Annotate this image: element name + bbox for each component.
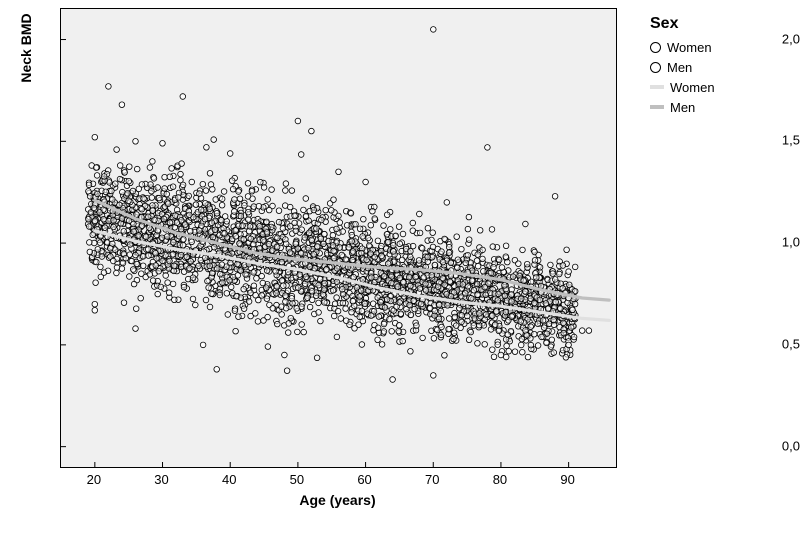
x-tick-label: 40 (222, 472, 236, 487)
outlier-point (160, 141, 166, 147)
outlier-point (579, 328, 585, 334)
y-tick-label: 1,0 (748, 235, 800, 250)
outlier-point (444, 200, 450, 206)
scatter-points (85, 137, 578, 374)
x-axis-label: Age (years) (60, 492, 615, 508)
outlier-point (180, 94, 186, 100)
plot-area (60, 8, 617, 468)
outlier-point (133, 326, 139, 332)
outlier-point (133, 139, 139, 145)
outlier-point (282, 352, 288, 358)
y-tick-label: 0,5 (748, 336, 800, 351)
outlier-point (227, 151, 233, 157)
legend-marker-line-icon (650, 105, 664, 109)
outlier-point (586, 328, 592, 334)
outlier-point (363, 179, 369, 185)
legend-title: Sex (650, 15, 715, 33)
legend-item-label: Women (667, 40, 712, 55)
outlier-point (200, 342, 206, 348)
outlier-point (431, 27, 437, 33)
outlier-point (106, 84, 112, 90)
legend-marker-line-icon (650, 85, 664, 89)
outlier-point (566, 269, 572, 275)
scatter-svg (61, 9, 616, 467)
legend-item-label: Women (670, 80, 715, 95)
legend: Sex Women Men Women Men (650, 15, 715, 117)
x-tick-label: 90 (560, 472, 574, 487)
outlier-point (566, 342, 572, 348)
x-tick-label: 60 (357, 472, 371, 487)
legend-marker-circle-icon (650, 62, 661, 73)
legend-item: Women (650, 37, 715, 57)
legend-item: Women (650, 77, 715, 97)
outlier-point (295, 118, 301, 124)
legend-item-label: Men (670, 100, 695, 115)
outlier-point (390, 377, 396, 383)
chart-container: 20 30 40 50 60 70 80 90 0,0 0,5 1,0 1,5 2,0 Age (ye… (0, 0, 800, 533)
outlier-point (92, 308, 98, 314)
y-tick-label: 2,0 (748, 31, 800, 46)
x-tick-label: 80 (493, 472, 507, 487)
outlier-point (309, 128, 315, 134)
outlier-point (92, 134, 98, 140)
legend-item: Men (650, 97, 715, 117)
outlier-point (498, 352, 504, 358)
outlier-point (525, 354, 531, 360)
outlier-point (431, 373, 437, 379)
y-tick-label: 1,5 (748, 133, 800, 148)
outlier-point (336, 169, 342, 175)
legend-items: Women Men Women Men (650, 37, 715, 117)
x-tick-label: 30 (154, 472, 168, 487)
legend-item: Men (650, 57, 715, 77)
legend-item-label: Men (667, 60, 692, 75)
x-tick-label: 70 (425, 472, 439, 487)
outlier-point (119, 102, 125, 108)
outlier-point (552, 194, 558, 200)
legend-marker-circle-icon (650, 42, 661, 53)
x-tick-label: 20 (87, 472, 101, 487)
outlier-point (485, 145, 491, 151)
outlier-point (214, 367, 220, 373)
x-tick-label: 50 (290, 472, 304, 487)
y-axis-label: Neck BMD (18, 0, 34, 277)
outlier-point (92, 301, 98, 307)
y-tick-label: 0,0 (748, 438, 800, 453)
